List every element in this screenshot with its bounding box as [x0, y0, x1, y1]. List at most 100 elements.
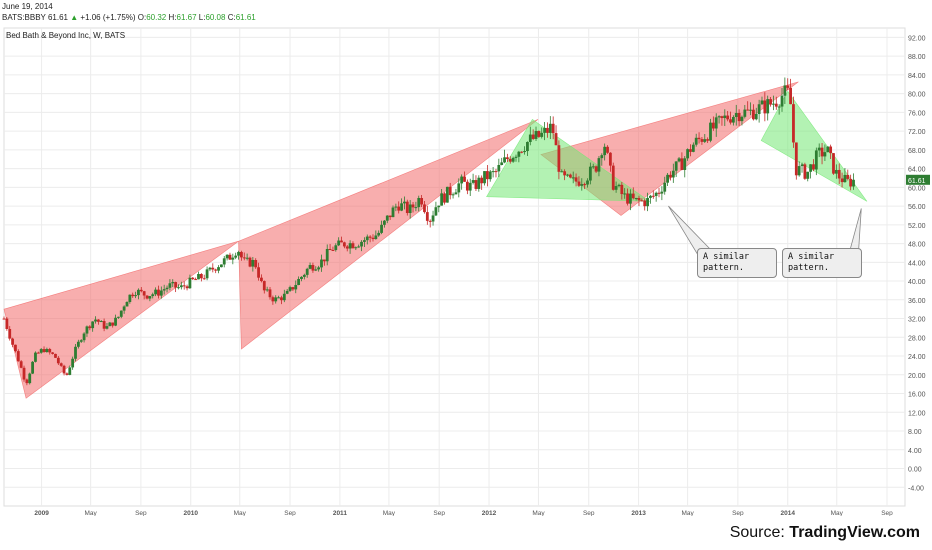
candle-body [683, 158, 687, 170]
candle-body [651, 195, 655, 197]
candle-body [397, 206, 401, 211]
candle-body [480, 177, 484, 184]
candle-body [16, 351, 20, 362]
candle-body [540, 132, 544, 137]
candle-body [443, 193, 446, 203]
candle-body [720, 116, 724, 119]
candle-body [105, 326, 109, 329]
candle-body [608, 152, 612, 166]
candle-body [39, 349, 43, 353]
candle-body [305, 268, 309, 275]
candle-body [297, 278, 301, 285]
candle-body [594, 166, 598, 172]
candle-body [488, 171, 492, 180]
ohlc-legend: BATS:BBBY 61.61 ▲ +1.06 (+1.75%) O:60.32… [2, 13, 256, 22]
candle-body [606, 146, 609, 153]
candle-body [614, 186, 618, 190]
candle-body [777, 106, 781, 108]
chart-canvas[interactable]: 92.00 88.00 84.00 80.00 76.00 72.00 68.00 64.00… [0, 26, 932, 516]
candle-body [142, 291, 146, 296]
candle-body [726, 115, 730, 120]
candle-body [383, 220, 386, 225]
candle-body [117, 316, 120, 318]
candle-body [280, 297, 283, 301]
candle-body [177, 287, 180, 289]
open-label: O: [137, 13, 147, 22]
candle-body [162, 289, 166, 291]
candle-body [448, 186, 452, 196]
y-tick-label: 84.00 [908, 73, 926, 80]
candle-body [657, 192, 661, 194]
candle-body [671, 170, 675, 178]
candle-body [205, 269, 209, 279]
candle-body [325, 248, 329, 262]
candle-body [28, 373, 32, 384]
candle-body [71, 358, 75, 368]
candle-body [583, 184, 587, 186]
candle-body [563, 171, 567, 176]
candle-body [846, 174, 850, 179]
candle-body [820, 147, 824, 157]
candle-body [700, 139, 704, 142]
candle-body [188, 277, 192, 289]
candle-body [600, 155, 604, 159]
candle-body [663, 182, 667, 192]
candle-body [139, 289, 143, 292]
candle-body [809, 164, 813, 172]
candle-body [800, 164, 804, 167]
candle-body [457, 183, 461, 193]
candle-body [317, 267, 321, 270]
candle-body [405, 201, 409, 214]
y-tick-label: 20.00 [908, 373, 926, 380]
candle-body [260, 277, 263, 282]
candle-body [2, 318, 6, 320]
candle-body [508, 159, 512, 162]
candle-body [483, 171, 486, 184]
candle-body [586, 180, 589, 185]
high-label: H: [168, 13, 177, 22]
x-tick-label: Sep [433, 510, 445, 516]
candle-body [434, 207, 438, 216]
candle-body [248, 257, 252, 267]
y-tick-label: 40.00 [908, 279, 926, 286]
candle-body [588, 166, 592, 181]
candle-body [363, 240, 366, 242]
candle-body [760, 100, 764, 105]
change-value: +1.06 (+1.75%) [80, 13, 136, 22]
candle-body [194, 279, 198, 281]
candle-body [640, 200, 644, 202]
candle-body [491, 171, 495, 173]
candle-body [414, 207, 418, 209]
candle-body [837, 169, 841, 179]
source-prefix: Source: [729, 524, 790, 541]
y-tick-label: 92.00 [908, 35, 926, 42]
x-tick-label: 2011 [333, 510, 347, 516]
candle-body [240, 251, 243, 258]
candle-body [328, 248, 332, 251]
x-tick-label: 2014 [780, 510, 795, 516]
candle-body [494, 171, 498, 173]
rising-wedge-shape [3, 240, 239, 399]
candle-body [185, 286, 189, 289]
candle-body [56, 357, 60, 364]
y-tick-label: 0.00 [908, 467, 922, 474]
x-tick-label: 2013 [631, 510, 646, 516]
chart-area[interactable]: 92.00 88.00 84.00 80.00 76.00 72.00 68.00 64.00… [0, 26, 932, 516]
y-tick-label: -4.00 [908, 485, 924, 492]
candle-body [342, 242, 346, 247]
low-value: 60.08 [205, 13, 226, 22]
candle-body [168, 283, 172, 288]
callout-note[interactable]: A similar pattern. [782, 248, 862, 278]
candle-body [786, 85, 790, 88]
y-tick-label: 60.00 [908, 185, 926, 192]
candle-body [711, 122, 715, 129]
callout-note[interactable]: A similar pattern. [697, 248, 777, 278]
candle-body [666, 174, 669, 183]
candle-body [697, 137, 701, 140]
y-tick-label: 52.00 [908, 223, 926, 230]
candle-body [14, 344, 17, 352]
candle-body [165, 287, 169, 290]
candle-body [128, 294, 132, 302]
close-value: 61.61 [235, 13, 256, 22]
x-tick-label: May [383, 510, 396, 516]
